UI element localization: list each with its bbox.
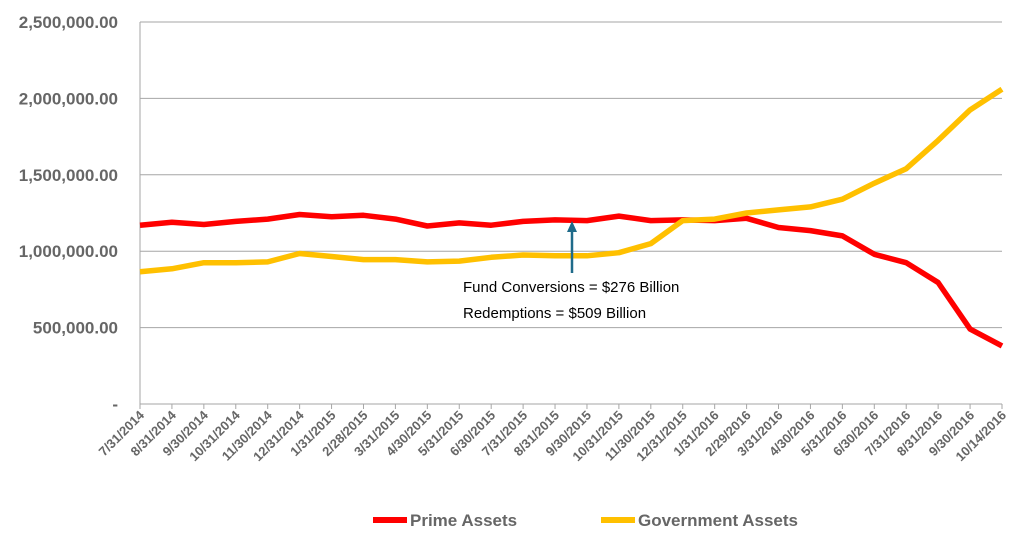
- data-point-government-assets: [681, 219, 684, 222]
- series-line-prime-assets: [139, 211, 1004, 349]
- data-point-prime-assets: [554, 218, 557, 221]
- data-point-government-assets: [1001, 88, 1004, 91]
- data-point-government-assets: [873, 182, 876, 185]
- data-point-government-assets: [969, 108, 972, 111]
- data-point-government-assets: [554, 254, 557, 257]
- data-point-prime-assets: [649, 219, 652, 222]
- y-axis-tick-labels: - 500,000.00 1,000,000.00 1,500,000.00 2,000…: [19, 13, 118, 414]
- data-point-prime-assets: [617, 215, 620, 218]
- data-point-prime-assets: [873, 253, 876, 256]
- data-point-prime-assets: [298, 213, 301, 216]
- data-point-prime-assets: [170, 221, 173, 224]
- data-point-government-assets: [170, 267, 173, 270]
- data-point-prime-assets: [1001, 344, 1004, 347]
- data-point-government-assets: [905, 167, 908, 170]
- data-point-government-assets: [522, 254, 525, 257]
- y-tick-label: -: [112, 395, 118, 414]
- y-tick-label: 1,500,000.00: [19, 166, 118, 185]
- legend-label-government-assets: Government Assets: [638, 511, 798, 530]
- data-point-government-assets: [777, 208, 780, 211]
- legend: Prime Assets Government Assets: [373, 511, 798, 530]
- annotation-fund-conversions: Fund Conversions = $276 Billion: [463, 279, 679, 296]
- y-tick-label: 1,000,000.00: [19, 242, 118, 261]
- data-point-government-assets: [809, 205, 812, 208]
- data-point-government-assets: [362, 258, 365, 261]
- annotation-arrow-head: [567, 221, 577, 232]
- data-point-prime-assets: [458, 221, 461, 224]
- data-point-prime-assets: [330, 215, 333, 218]
- data-point-prime-assets: [841, 234, 844, 237]
- data-point-government-assets: [202, 261, 205, 264]
- annotation-group: Fund Conversions = $276 Billion Redempti…: [463, 221, 679, 322]
- data-point-prime-assets: [745, 217, 748, 220]
- data-point-government-assets: [330, 255, 333, 258]
- data-point-prime-assets: [394, 218, 397, 221]
- y-tick-label: 2,500,000.00: [19, 13, 118, 32]
- gridlines: [140, 21, 1002, 329]
- data-point-prime-assets: [426, 224, 429, 227]
- data-point-government-assets: [490, 256, 493, 259]
- data-point-government-assets: [617, 251, 620, 254]
- data-point-government-assets: [139, 270, 142, 273]
- data-point-government-assets: [298, 252, 301, 255]
- data-point-prime-assets: [969, 328, 972, 331]
- data-point-prime-assets: [202, 223, 205, 226]
- data-point-prime-assets: [905, 261, 908, 264]
- data-point-prime-assets: [522, 220, 525, 223]
- data-point-prime-assets: [585, 219, 588, 222]
- data-point-government-assets: [649, 242, 652, 245]
- data-point-government-assets: [937, 139, 940, 142]
- data-point-government-assets: [585, 254, 588, 257]
- data-point-prime-assets: [937, 281, 940, 284]
- data-point-government-assets: [713, 218, 716, 221]
- legend-label-prime-assets: Prime Assets: [410, 511, 517, 530]
- data-point-government-assets: [426, 260, 429, 263]
- data-point-prime-assets: [234, 220, 237, 223]
- data-point-prime-assets: [809, 229, 812, 232]
- data-point-government-assets: [841, 198, 844, 201]
- data-point-prime-assets: [362, 214, 365, 217]
- data-point-government-assets: [234, 261, 237, 264]
- x-axis-tick-labels: 7/31/20148/31/20149/30/201410/31/201411/…: [96, 404, 1009, 464]
- data-point-prime-assets: [266, 218, 269, 221]
- data-point-prime-assets: [490, 224, 493, 227]
- data-point-government-assets: [394, 258, 397, 261]
- data-point-government-assets: [266, 260, 269, 263]
- data-point-prime-assets: [777, 226, 780, 229]
- annotation-redemptions: Redemptions = $509 Billion: [463, 305, 646, 322]
- y-tick-label: 500,000.00: [33, 319, 118, 338]
- data-point-government-assets: [745, 212, 748, 215]
- data-point-prime-assets: [139, 224, 142, 227]
- y-tick-label: 2,000,000.00: [19, 89, 118, 108]
- data-point-government-assets: [458, 260, 461, 263]
